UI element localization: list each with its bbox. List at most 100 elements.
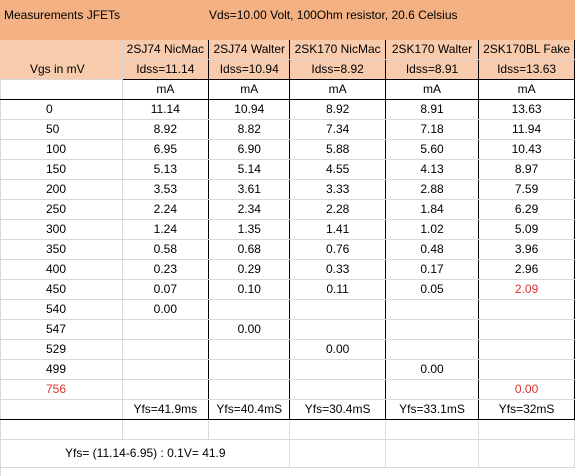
cell-idrain[interactable]: 0.23 — [122, 259, 210, 280]
cell-idrain[interactable]: 11.94 — [478, 119, 575, 140]
cell-yfs-blank[interactable] — [0, 399, 123, 420]
cell-idrain[interactable] — [289, 359, 386, 380]
cell-vgs[interactable]: 50 — [0, 119, 123, 140]
cell-idrain[interactable] — [478, 359, 575, 380]
cell-device-2[interactable]: 2SK170 NicMac — [289, 40, 386, 60]
cell-idrain[interactable] — [208, 299, 291, 320]
cell-idrain[interactable] — [208, 359, 291, 380]
cell-unit-3[interactable]: mA — [385, 79, 480, 100]
cell-formula-note[interactable]: Yfs= (11.14-6.95) : 0.1V= 41.9 — [0, 439, 291, 468]
cell-idrain[interactable]: 0.00 — [478, 379, 575, 400]
cell-vgs[interactable]: 450 — [0, 279, 123, 300]
cell-device-3[interactable]: 2SK170 Walter — [385, 40, 480, 60]
cell-yfs[interactable]: Yfs=30.4mS — [289, 399, 386, 420]
cell-vgs[interactable]: 250 — [0, 199, 123, 220]
cell-idrain[interactable]: 0.00 — [385, 359, 480, 380]
cell-idrain[interactable] — [478, 319, 575, 340]
cell-idrain[interactable] — [122, 379, 210, 400]
cell-unit-1[interactable]: mA — [208, 79, 291, 100]
cell-empty[interactable] — [478, 419, 575, 440]
cell-idrain[interactable]: 0.05 — [385, 279, 480, 300]
cell-yfs[interactable]: Yfs=33.1mS — [385, 399, 480, 420]
cell-yfs[interactable]: Yfs=41.9ms — [122, 399, 210, 420]
cell-idrain[interactable] — [122, 339, 210, 360]
cell-idrain[interactable] — [385, 339, 480, 360]
cell-idss-4[interactable]: Idss=13.63 — [478, 59, 575, 80]
cell-idrain[interactable]: 0.11 — [289, 279, 386, 300]
cell-idrain[interactable]: 0.07 — [122, 279, 210, 300]
cell-idrain[interactable]: 10.43 — [478, 139, 575, 160]
cell-vgs[interactable]: 756 — [0, 379, 123, 400]
cell-idrain[interactable]: 0.10 — [208, 279, 291, 300]
cell-idrain[interactable] — [289, 379, 386, 400]
cell-title-left[interactable]: Measurements JFETs — [0, 0, 123, 40]
cell-idrain[interactable]: 0.68 — [208, 239, 291, 260]
cell-vgs[interactable]: 300 — [0, 219, 123, 240]
cell-idrain[interactable]: 8.92 — [289, 99, 386, 120]
cell-vgs[interactable]: 350 — [0, 239, 123, 260]
cell-vgs[interactable]: 100 — [0, 139, 123, 160]
cell-idrain[interactable]: 5.14 — [208, 159, 291, 180]
cell-idrain[interactable]: 1.24 — [122, 219, 210, 240]
cell-idrain[interactable]: 3.96 — [478, 239, 575, 260]
cell-idrain[interactable]: 0.29 — [208, 259, 291, 280]
cell-idrain[interactable] — [208, 339, 291, 360]
cell-idrain[interactable]: 2.34 — [208, 199, 291, 220]
cell-idrain[interactable]: 8.91 — [385, 99, 480, 120]
cell-idrain[interactable] — [385, 319, 480, 340]
cell-yfs[interactable]: Yfs=40.4mS — [208, 399, 291, 420]
cell-idrain[interactable]: 5.88 — [289, 139, 386, 160]
cell-idrain[interactable]: 1.35 — [208, 219, 291, 240]
cell-idrain[interactable]: 7.59 — [478, 179, 575, 200]
cell-idrain[interactable] — [385, 379, 480, 400]
cell-unit-2[interactable]: mA — [289, 79, 386, 100]
cell-empty[interactable] — [478, 439, 575, 468]
cell-empty[interactable] — [289, 439, 386, 468]
cell-empty[interactable] — [385, 419, 480, 440]
cell-empty[interactable] — [208, 419, 291, 440]
cell-idrain[interactable]: 6.29 — [478, 199, 575, 220]
cell-vgs[interactable]: 0 — [0, 99, 123, 120]
cell-idrain[interactable]: 5.60 — [385, 139, 480, 160]
cell-idrain[interactable]: 2.24 — [122, 199, 210, 220]
cell-vgs[interactable]: 150 — [0, 159, 123, 180]
cell-idrain[interactable]: 7.18 — [385, 119, 480, 140]
cell-idrain[interactable]: 0.33 — [289, 259, 386, 280]
cell-vgs[interactable]: 499 — [0, 359, 123, 380]
cell-idrain[interactable]: 1.84 — [385, 199, 480, 220]
cell-empty[interactable] — [289, 419, 386, 440]
cell-title-right[interactable]: Vds=10.00 Volt, 100Ohm resistor, 20.6 Ce… — [122, 0, 575, 40]
cell-idrain[interactable]: 1.02 — [385, 219, 480, 240]
cell-idrain[interactable]: 6.90 — [208, 139, 291, 160]
cell-idrain[interactable]: 5.09 — [478, 219, 575, 240]
cell-idrain[interactable]: 3.61 — [208, 179, 291, 200]
cell-vgs[interactable]: 529 — [0, 339, 123, 360]
cell-idrain[interactable]: 0.76 — [289, 239, 386, 260]
cell-idrain[interactable]: 0.48 — [385, 239, 480, 260]
cell-vgs[interactable]: 200 — [0, 179, 123, 200]
cell-idrain[interactable] — [122, 359, 210, 380]
cell-idrain[interactable]: 5.13 — [122, 159, 210, 180]
cell-idrain[interactable] — [385, 299, 480, 320]
cell-idrain[interactable]: 0.17 — [385, 259, 480, 280]
cell-idrain[interactable]: 0.58 — [122, 239, 210, 260]
cell-yfs[interactable]: Yfs=32mS — [478, 399, 575, 420]
cell-idrain[interactable]: 3.53 — [122, 179, 210, 200]
cell-empty[interactable] — [385, 439, 480, 468]
cell-idrain[interactable]: 0.00 — [289, 339, 386, 360]
cell-idss-1[interactable]: Idss=10.94 — [208, 59, 291, 80]
cell-device-4[interactable]: 2SK170BL Fake — [478, 40, 575, 60]
cell-units-blank[interactable] — [0, 79, 123, 100]
cell-idss-3[interactable]: Idss=8.91 — [385, 59, 480, 80]
cell-unit-0[interactable]: mA — [122, 79, 210, 100]
cell-vgs-header[interactable]: Vgs in mV — [0, 40, 123, 80]
cell-idrain[interactable]: 8.82 — [208, 119, 291, 140]
cell-empty[interactable] — [122, 419, 210, 440]
cell-idrain[interactable] — [478, 339, 575, 360]
cell-device-0[interactable]: 2SJ74 NicMac — [122, 40, 210, 60]
cell-idrain[interactable]: 8.92 — [122, 119, 210, 140]
cell-idrain[interactable]: 4.55 — [289, 159, 386, 180]
cell-idss-2[interactable]: Idss=8.92 — [289, 59, 386, 80]
cell-idrain[interactable]: 7.34 — [289, 119, 386, 140]
cell-vgs[interactable]: 400 — [0, 259, 123, 280]
